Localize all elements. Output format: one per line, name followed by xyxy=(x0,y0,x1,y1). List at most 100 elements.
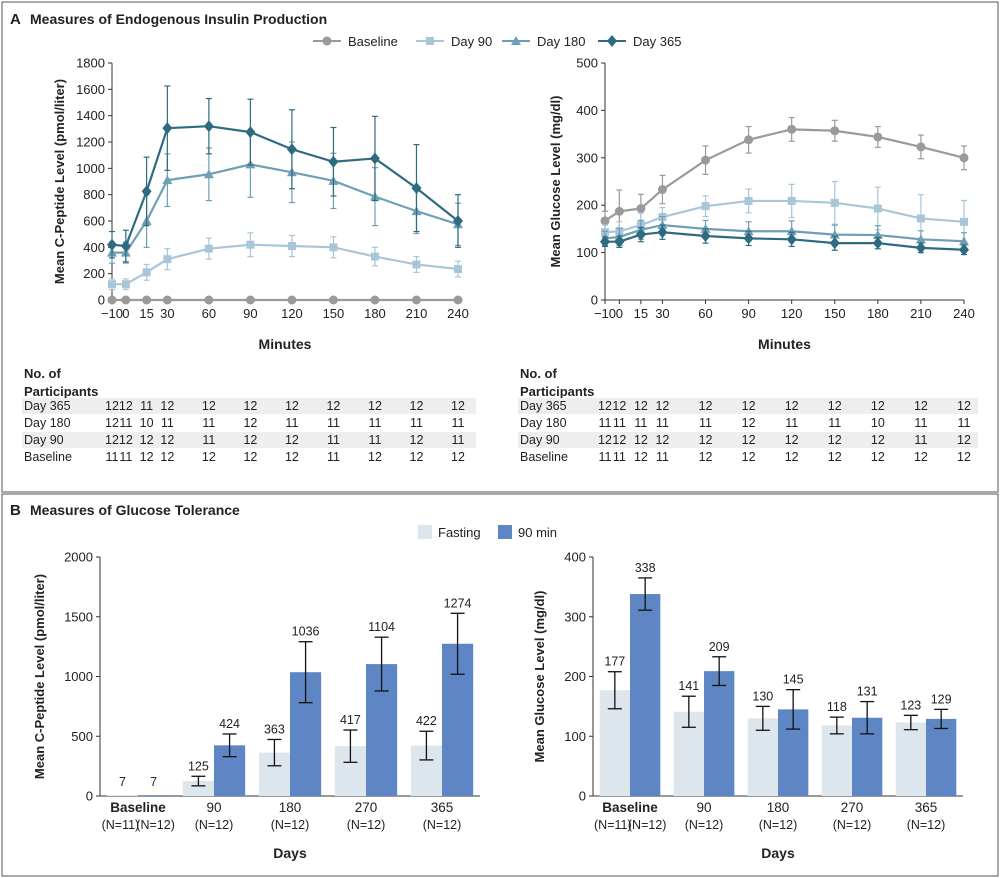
table-cell: 11 xyxy=(327,433,340,447)
data-label: 123 xyxy=(900,698,921,712)
table-cell: 12 xyxy=(742,399,756,413)
table-cell: 12 xyxy=(368,450,382,464)
table-row-label: Day 365 xyxy=(520,399,567,413)
table-row-label: Day 90 xyxy=(24,433,64,447)
table-row-band xyxy=(518,432,978,448)
bar-fasting xyxy=(821,725,852,796)
data-point xyxy=(636,204,646,214)
table-row-band xyxy=(22,398,476,414)
table-cell: 12 xyxy=(598,399,612,413)
table-cell: 12 xyxy=(243,399,257,413)
table-cell: 11 xyxy=(140,399,153,413)
table-cell: 11 xyxy=(656,450,669,464)
data-point xyxy=(701,155,711,165)
y-tick-label: 2000 xyxy=(64,550,93,565)
table-cell: 12 xyxy=(410,399,424,413)
table-cell: 12 xyxy=(285,433,299,447)
table-cell: 12 xyxy=(451,450,465,464)
c-peptide-curve-chart: 0 200 400 600 800 1000 1200 1400 1600 1800 −10 0 15 3… xyxy=(52,56,469,353)
category-n-label: (N=12) xyxy=(423,818,462,832)
bar-fasting xyxy=(747,718,778,796)
data-point xyxy=(370,295,380,305)
category-label: 180 xyxy=(767,800,790,815)
data-label: 131 xyxy=(857,685,878,699)
data-point xyxy=(872,230,883,240)
table-cell: 12 xyxy=(634,450,648,464)
y-tick-label: 1600 xyxy=(76,82,105,97)
x-tick-label: 60 xyxy=(202,306,216,321)
table-cell: 12 xyxy=(243,450,257,464)
y-tick-label: 400 xyxy=(576,103,598,118)
legend-panel-a: Baseline Day 90 Day 180 Day 365 xyxy=(313,34,681,49)
data-point xyxy=(959,243,969,256)
category-n-label: (N=11) xyxy=(102,818,140,832)
y-tick-label: 500 xyxy=(71,729,93,744)
table-row-label: Day 90 xyxy=(520,433,560,447)
table-cell: 12 xyxy=(140,450,154,464)
data-point xyxy=(162,295,172,305)
panel-b-letter: B xyxy=(10,502,21,519)
y-tick-label: 0 xyxy=(579,789,586,804)
x-axis-label: Days xyxy=(761,845,795,861)
data-point xyxy=(370,252,379,261)
data-point xyxy=(787,124,797,134)
glucose-curve-chart: 0 100 200 300 400 500 −10 0 15 30 60 90 120 150 180 210… xyxy=(548,56,975,353)
table-cell: 12 xyxy=(119,399,133,413)
data-point xyxy=(916,142,926,152)
data-label: 118 xyxy=(827,700,847,714)
category-n-label: (N=12) xyxy=(907,818,946,832)
table-cell: 12 xyxy=(410,433,424,447)
category-n-label: (N=12) xyxy=(195,818,234,832)
table-cell: 12 xyxy=(871,433,885,447)
data-point xyxy=(744,135,754,145)
y-axis-label: Mean C-Peptide Level (pmol/liter) xyxy=(52,79,67,284)
data-point xyxy=(872,237,883,250)
data-point xyxy=(600,216,610,226)
data-point xyxy=(121,295,131,305)
legend-swatch xyxy=(418,525,432,539)
data-label: 209 xyxy=(709,640,730,654)
bar-90-min xyxy=(926,718,957,796)
panel-a-letter: A xyxy=(10,11,21,28)
data-point xyxy=(142,268,151,277)
data-label: 125 xyxy=(188,759,209,773)
legend-panel-b: Fasting 90 min xyxy=(418,525,557,540)
legend-label: Fasting xyxy=(438,525,481,540)
table-cell: 12 xyxy=(957,450,971,464)
y-axis-label: Mean Glucose Level (mg/dl) xyxy=(548,96,563,268)
table-row-band xyxy=(22,432,476,448)
x-tick-label: 210 xyxy=(910,306,932,321)
data-point xyxy=(162,175,173,185)
table-cell: 11 xyxy=(368,433,381,447)
data-point xyxy=(287,242,296,251)
x-tick-label: 180 xyxy=(867,306,889,321)
table-cell: 12 xyxy=(105,433,119,447)
y-axis-label: Mean Glucose Level (mg/dl) xyxy=(532,591,547,763)
table-cell: 11 xyxy=(161,416,174,430)
table-cell: 11 xyxy=(327,450,340,464)
table-cell: 12 xyxy=(914,450,928,464)
data-point xyxy=(743,232,754,245)
panel-a-frame xyxy=(1,1,999,493)
table-cell: 12 xyxy=(160,433,174,447)
data-point xyxy=(959,153,969,163)
data-point xyxy=(246,240,255,249)
table-row-label: Day 365 xyxy=(24,399,71,413)
bar-fasting xyxy=(182,781,214,796)
y-tick-label: 0 xyxy=(86,789,93,804)
data-point xyxy=(286,143,297,156)
legend-marker xyxy=(322,36,332,46)
table-row-label: Baseline xyxy=(520,450,568,464)
table-cell: 12 xyxy=(871,450,885,464)
table-cell: 11 xyxy=(119,450,132,464)
data-label: 422 xyxy=(416,714,437,728)
data-point xyxy=(141,185,152,198)
y-tick-label: 1400 xyxy=(76,108,105,123)
bar-fasting xyxy=(106,795,138,796)
data-label: 363 xyxy=(264,722,285,736)
table-cell: 12 xyxy=(285,450,299,464)
table-cell: 12 xyxy=(598,433,612,447)
table-cell: 12 xyxy=(742,450,756,464)
